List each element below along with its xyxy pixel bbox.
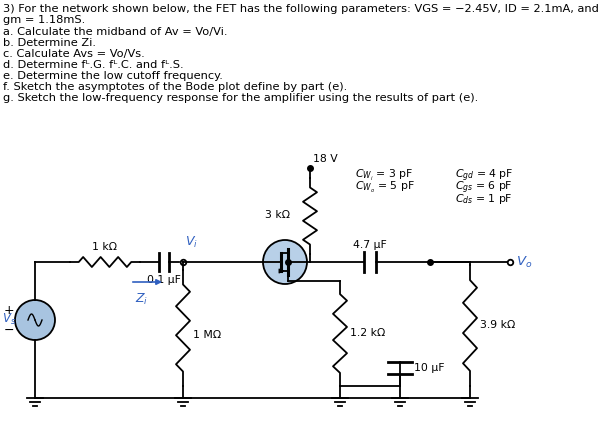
Text: 3.9 kΩ: 3.9 kΩ — [480, 321, 515, 331]
Text: a. Calculate the midband of Av = Vo/Vi.: a. Calculate the midband of Av = Vo/Vi. — [3, 27, 228, 37]
Text: 3 kΩ: 3 kΩ — [265, 210, 290, 220]
Text: $C_{W_i}$ = 3 pF: $C_{W_i}$ = 3 pF — [355, 168, 413, 183]
Text: 3) For the network shown below, the FET has the following parameters: VGS = −2.4: 3) For the network shown below, the FET … — [3, 4, 599, 14]
Text: 4.7 μF: 4.7 μF — [353, 240, 387, 250]
Text: 1 kΩ: 1 kΩ — [93, 242, 117, 252]
Text: +: + — [4, 304, 14, 318]
Text: c. Calculate Avs = Vo/Vs.: c. Calculate Avs = Vo/Vs. — [3, 49, 145, 59]
Text: −: − — [4, 324, 14, 336]
Text: 0.1 μF: 0.1 μF — [147, 275, 181, 285]
Text: $C_{W_o}$ = 5 pF: $C_{W_o}$ = 5 pF — [355, 180, 415, 195]
Text: g. Sketch the low-frequency response for the amplifier using the results of part: g. Sketch the low-frequency response for… — [3, 93, 478, 103]
Text: b. Determine Zi.: b. Determine Zi. — [3, 38, 96, 48]
Text: 1.2 kΩ: 1.2 kΩ — [350, 328, 385, 339]
Text: e. Determine the low cutoff frequency.: e. Determine the low cutoff frequency. — [3, 71, 223, 81]
Text: gm = 1.18mS.: gm = 1.18mS. — [3, 15, 85, 25]
Text: d. Determine fᴸ.G. fᴸ.C. and fᴸ.S.: d. Determine fᴸ.G. fᴸ.C. and fᴸ.S. — [3, 60, 184, 70]
Text: $V_i$: $V_i$ — [185, 235, 198, 250]
Circle shape — [263, 240, 307, 284]
Text: $C_{gd}$ = 4 pF: $C_{gd}$ = 4 pF — [455, 168, 513, 184]
Text: $C_{gs}$ = 6 pF: $C_{gs}$ = 6 pF — [455, 180, 513, 196]
Text: $V_s$: $V_s$ — [2, 311, 16, 327]
Circle shape — [15, 300, 55, 340]
Text: 1 MΩ: 1 MΩ — [193, 330, 221, 340]
Text: 18 V: 18 V — [313, 154, 338, 164]
Text: $V_o$: $V_o$ — [516, 254, 532, 269]
Text: 10 μF: 10 μF — [414, 363, 445, 373]
Text: $C_{ds}$ = 1 pF: $C_{ds}$ = 1 pF — [455, 192, 513, 206]
Text: $Z_i$: $Z_i$ — [135, 292, 148, 307]
Text: f. Sketch the asymptotes of the Bode plot define by part (e).: f. Sketch the asymptotes of the Bode plo… — [3, 82, 348, 92]
